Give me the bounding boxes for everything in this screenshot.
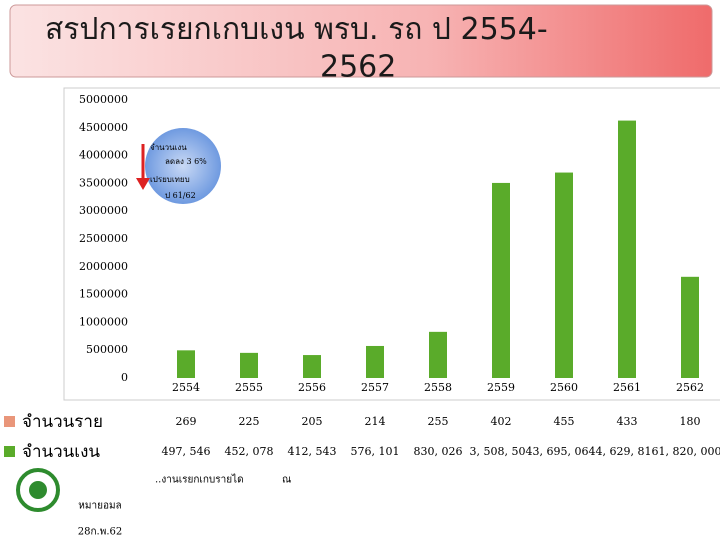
table-cell: 205 bbox=[302, 415, 323, 428]
annotation: เปรยบเทยบ bbox=[150, 175, 190, 184]
x-tick-label: 2561 bbox=[613, 381, 641, 394]
y-tick-label: 2000000 bbox=[79, 260, 128, 273]
footer: ..งานเรยกเกบรายได bbox=[155, 474, 244, 486]
x-tick-label: 2560 bbox=[550, 381, 578, 394]
bar bbox=[555, 172, 573, 378]
legend-swatch bbox=[4, 446, 15, 457]
table-cell: 225 bbox=[239, 415, 260, 428]
table-cell: 452, 078 bbox=[225, 445, 274, 458]
y-tick-label: 4500000 bbox=[79, 121, 128, 134]
bar bbox=[366, 345, 384, 378]
footer: 28ก.พ.62 bbox=[78, 527, 122, 538]
y-tick-label: 5000000 bbox=[79, 93, 128, 106]
logo-inner bbox=[29, 481, 47, 499]
table-cell: 402 bbox=[491, 415, 512, 428]
bar bbox=[492, 182, 510, 378]
y-tick-label: 4000000 bbox=[79, 149, 128, 162]
y-tick-label: 0 bbox=[121, 371, 128, 384]
table-cell: 269 bbox=[176, 415, 197, 428]
x-tick-label: 2562 bbox=[676, 381, 704, 394]
chart-title-line2: 2562 bbox=[320, 50, 396, 85]
annotation: จำนวนเงน bbox=[150, 143, 187, 152]
x-tick-label: 2556 bbox=[298, 381, 326, 394]
bar bbox=[303, 355, 321, 378]
y-tick-label: 500000 bbox=[86, 343, 128, 356]
table-cell: 3, 508, 504 bbox=[470, 445, 533, 458]
title-box bbox=[9, 4, 713, 78]
y-tick-label: 3000000 bbox=[79, 204, 128, 217]
table-cell: 433 bbox=[617, 415, 638, 428]
bar bbox=[681, 276, 699, 378]
table-cell: 180 bbox=[680, 415, 701, 428]
x-tick-label: 2554 bbox=[172, 381, 200, 394]
callout bbox=[145, 128, 221, 204]
annotation: ป 61/62 bbox=[165, 191, 196, 200]
table-cell: 830, 026 bbox=[414, 445, 463, 458]
table-cell: 4, 629, 816 bbox=[596, 445, 659, 458]
table-cell: 412, 543 bbox=[288, 445, 337, 458]
footer: หมายอมล bbox=[78, 501, 121, 512]
table-cell: 455 bbox=[554, 415, 575, 428]
legend-label: จำนวนเงน bbox=[22, 442, 100, 462]
table-cell: 576, 101 bbox=[351, 445, 400, 458]
table-cell: 497, 546 bbox=[162, 445, 211, 458]
table-cell: 3, 695, 064 bbox=[533, 445, 596, 458]
footer: ณ bbox=[282, 475, 291, 486]
bar bbox=[618, 120, 636, 379]
y-tick-label: 3500000 bbox=[79, 176, 128, 189]
x-tick-label: 2555 bbox=[235, 381, 263, 394]
y-tick-label: 2500000 bbox=[79, 232, 128, 245]
y-tick-label: 1000000 bbox=[79, 315, 128, 328]
table-cell: 1, 820, 000 bbox=[659, 445, 720, 458]
arrow-head bbox=[136, 178, 150, 190]
bar bbox=[429, 331, 447, 378]
x-tick-label: 2558 bbox=[424, 381, 452, 394]
x-tick-label: 2557 bbox=[361, 381, 389, 394]
legend-label: จำนวนราย bbox=[22, 412, 103, 432]
legend-swatch bbox=[4, 416, 15, 427]
table-cell: 214 bbox=[365, 415, 386, 428]
chart-title: สรปการเรยกเกบเงน พรบ. รถ ป 2554- bbox=[45, 12, 548, 47]
annotation: ลดลง 3 6% bbox=[165, 157, 207, 166]
y-tick-label: 1500000 bbox=[79, 288, 128, 301]
bar bbox=[240, 352, 258, 378]
bar bbox=[177, 350, 195, 378]
x-tick-label: 2559 bbox=[487, 381, 515, 394]
table-cell: 255 bbox=[428, 415, 449, 428]
